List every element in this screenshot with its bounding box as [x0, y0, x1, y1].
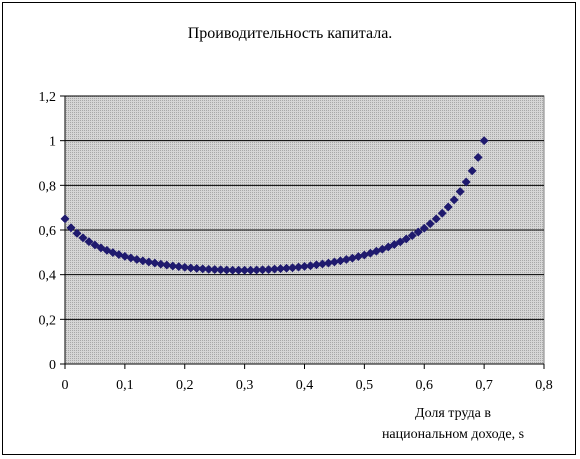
data-point: [419, 223, 429, 233]
x-tick-label: 0,4: [296, 378, 314, 393]
data-point: [78, 233, 88, 243]
data-point: [192, 263, 202, 273]
data-point: [138, 256, 148, 266]
data-point: [144, 257, 154, 267]
data-point: [407, 231, 417, 241]
data-point: [437, 208, 447, 218]
data-point: [204, 264, 214, 274]
data-point: [180, 262, 190, 272]
data-point: [240, 265, 250, 275]
x-tick-label: 0,6: [416, 378, 434, 393]
data-point: [431, 214, 441, 224]
y-tick-label: 0,8: [39, 179, 57, 194]
data-point: [102, 245, 112, 255]
data-point: [234, 265, 244, 275]
x-axis-label-line2: национальном доходе, s: [382, 427, 524, 442]
data-point: [413, 227, 423, 237]
x-tick-label: 0,3: [236, 378, 254, 393]
y-tick-label: 1: [49, 135, 56, 150]
data-point: [461, 177, 471, 187]
x-tick-label: 0,5: [356, 378, 374, 393]
data-point: [228, 265, 238, 275]
data-point: [66, 223, 76, 233]
data-point: [60, 214, 70, 224]
data-point: [186, 263, 196, 273]
data-point: [222, 265, 232, 275]
data-point: [455, 187, 465, 197]
data-point: [479, 136, 489, 146]
data-point: [84, 237, 94, 247]
y-tick-label: 1,2: [39, 90, 57, 105]
data-point: [443, 202, 453, 212]
data-point: [132, 254, 142, 265]
data-point: [467, 166, 477, 176]
x-tick-label: 0: [62, 378, 69, 393]
x-tick-label: 0,8: [535, 378, 553, 393]
x-tick-label: 0,1: [116, 378, 134, 393]
x-tick-label: 0,7: [475, 378, 493, 393]
data-point: [425, 219, 435, 229]
data-point: [216, 265, 226, 275]
x-axis-label-line1: Доля труда в: [415, 406, 491, 421]
data-point: [150, 258, 160, 268]
data-point: [401, 234, 411, 244]
data-point: [198, 264, 208, 274]
y-tick-label: 0: [49, 358, 56, 373]
x-tick-label: 0,2: [176, 378, 194, 393]
chart-title: Проиводительность капитала.: [187, 25, 393, 42]
data-point: [90, 240, 100, 250]
y-tick-label: 0,6: [39, 224, 57, 239]
data-point: [72, 228, 82, 238]
data-point: [473, 152, 483, 162]
y-tick-label: 0,2: [39, 313, 57, 328]
data-point: [395, 237, 405, 247]
data-point: [168, 261, 178, 271]
data-point: [156, 259, 166, 269]
data-point: [162, 260, 172, 270]
data-point: [174, 262, 184, 272]
y-tick-label: 0,4: [39, 269, 57, 284]
data-point: [449, 195, 459, 205]
data-point: [96, 243, 106, 253]
data-point: [210, 264, 220, 275]
